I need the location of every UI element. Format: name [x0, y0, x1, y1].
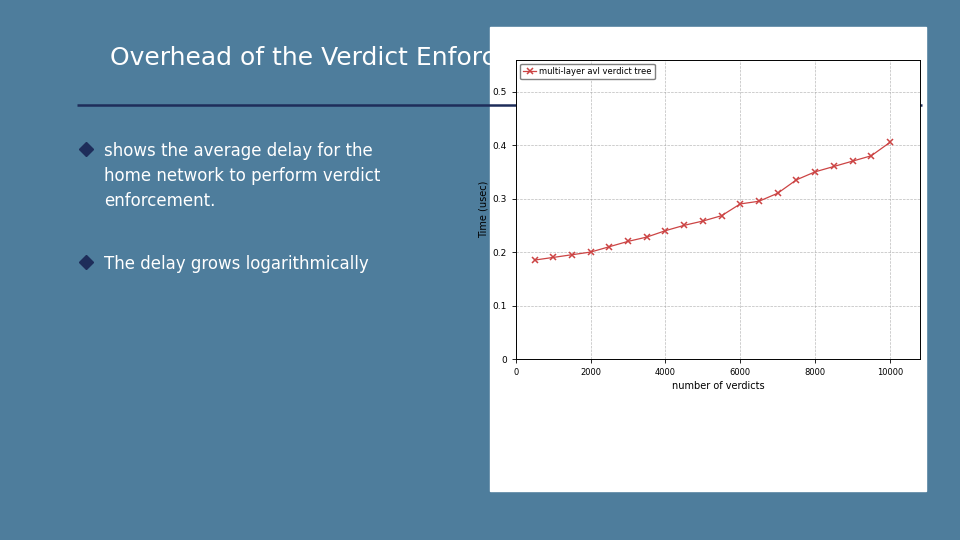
multi-layer avl verdict tree	[734, 201, 746, 207]
multi-layer avl verdict tree	[604, 244, 615, 250]
Y-axis label: Time (usec): Time (usec)	[478, 180, 489, 238]
multi-layer avl verdict tree	[847, 158, 858, 164]
multi-layer avl verdict tree	[809, 168, 821, 175]
multi-layer avl verdict tree	[884, 139, 896, 146]
multi-layer avl verdict tree	[641, 234, 653, 240]
Legend: multi-layer avl verdict tree: multi-layer avl verdict tree	[520, 64, 655, 79]
multi-layer avl verdict tree	[679, 222, 690, 228]
Text: Fig. 11.    The overhead of using multi-
layer AVL verdict tree to perform verdi: Fig. 11. The overhead of using multi- la…	[511, 367, 756, 414]
multi-layer avl verdict tree	[622, 238, 634, 245]
X-axis label: number of verdicts: number of verdicts	[671, 381, 764, 391]
multi-layer avl verdict tree	[828, 163, 840, 170]
multi-layer avl verdict tree	[566, 252, 578, 258]
multi-layer avl verdict tree	[791, 177, 803, 183]
multi-layer avl verdict tree	[754, 198, 765, 205]
multi-layer avl verdict tree	[716, 212, 728, 219]
Text: The delay grows logarithmically: The delay grows logarithmically	[104, 255, 369, 273]
Text: shows the average delay for the
home network to perform verdict
enforcement.: shows the average delay for the home net…	[104, 142, 380, 210]
multi-layer avl verdict tree	[866, 152, 877, 159]
Line: multi-layer avl verdict tree: multi-layer avl verdict tree	[532, 139, 893, 263]
multi-layer avl verdict tree	[529, 257, 540, 264]
multi-layer avl verdict tree	[697, 218, 708, 224]
multi-layer avl verdict tree	[660, 227, 671, 234]
multi-layer avl verdict tree	[585, 249, 596, 255]
multi-layer avl verdict tree	[547, 254, 559, 261]
Bar	[490, 27, 926, 491]
Text: Overhead of the Verdict Enforcement Phase: Overhead of the Verdict Enforcement Phas…	[110, 46, 660, 70]
multi-layer avl verdict tree	[772, 190, 783, 197]
